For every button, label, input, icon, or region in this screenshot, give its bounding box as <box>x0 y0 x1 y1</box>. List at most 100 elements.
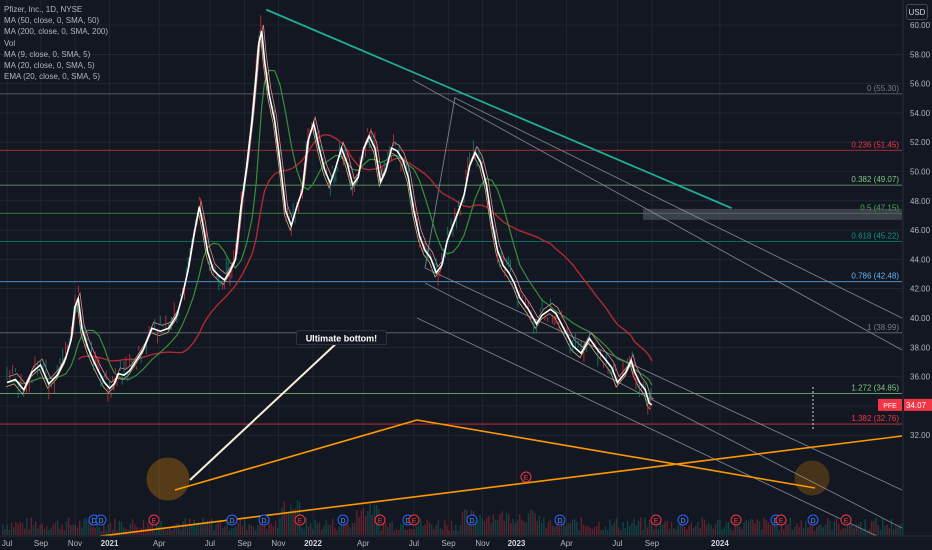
volume-bar <box>279 518 281 535</box>
volume-bar <box>72 524 74 535</box>
volume-bar <box>373 505 376 535</box>
symbol-title[interactable]: Pfizer, Inc., 1D, NYSE <box>4 5 83 14</box>
event-marker-earnings[interactable] <box>294 514 306 526</box>
volume-bar <box>138 530 140 535</box>
volume-bar <box>63 530 65 535</box>
volume-bar <box>314 519 316 535</box>
volume-bar <box>184 518 186 535</box>
volume-bar <box>574 519 576 535</box>
volume-bar <box>400 524 402 535</box>
volume-bar <box>186 524 189 535</box>
event-marker-letter: D <box>810 518 815 525</box>
volume-bar <box>692 527 695 535</box>
volume-bar <box>688 525 690 535</box>
event-marker-earnings[interactable] <box>650 514 662 526</box>
event-marker-earnings[interactable] <box>730 514 742 526</box>
volume-bar <box>285 511 288 535</box>
event-marker-dividend[interactable] <box>258 514 270 526</box>
volume-bar <box>96 521 98 535</box>
volume-bar <box>675 529 677 535</box>
event-marker-dividend[interactable] <box>337 514 349 526</box>
indicator-1[interactable]: MA (200, close, 0, SMA, 200) <box>4 27 109 37</box>
event-marker-earnings[interactable] <box>840 514 852 526</box>
volume-bar <box>351 523 354 535</box>
volume-bar <box>868 529 871 535</box>
volume-bar <box>270 523 272 535</box>
price-tick-label: 52.00 <box>910 138 931 147</box>
price-tick-label: 46.00 <box>910 226 931 235</box>
indicator-0[interactable]: MA (50, close, 0, SMA, 50) <box>4 16 100 26</box>
time-tick-label: Jul <box>2 539 12 548</box>
indicator-3[interactable]: MA (9, close, 0, SMA, 5) <box>4 49 91 59</box>
volume-bar <box>600 530 602 535</box>
volume-bar <box>57 520 59 535</box>
fib-level-label: 0.786 (42.48) <box>851 272 899 281</box>
volume-bar <box>428 522 431 535</box>
event-marker-earnings[interactable] <box>374 514 386 526</box>
volume-bar <box>849 517 851 535</box>
volume-bar <box>272 526 274 535</box>
volume-bar <box>653 529 655 535</box>
volume-bar <box>65 521 68 535</box>
volume-bar <box>318 522 321 535</box>
volume-bar <box>303 529 305 535</box>
event-marker-dividend[interactable] <box>466 514 478 526</box>
fib-level-label: 0 (55.30) <box>867 84 899 93</box>
time-tick-label: Sep <box>34 539 49 548</box>
event-marker-earnings[interactable] <box>148 514 160 526</box>
volume-bar <box>219 521 222 535</box>
volume-bar <box>893 529 895 535</box>
volume-bar <box>750 519 752 535</box>
volume-bar <box>789 517 791 535</box>
price-line <box>6 30 653 406</box>
volume-bar <box>274 520 277 535</box>
indicator-5[interactable]: EMA (20, close, 0, SMA, 5) <box>4 72 101 82</box>
event-marker-dividend[interactable] <box>554 514 566 526</box>
volume-bar <box>739 526 741 535</box>
event-marker-letter: D <box>98 518 103 525</box>
volume-bar <box>699 527 701 535</box>
currency-button[interactable]: USD <box>906 4 928 20</box>
event-marker-earnings[interactable] <box>775 514 787 526</box>
volume-bar <box>54 522 57 535</box>
time-axis: Jul Sep Nov 2021 Apr Jul Sep Nov 2022 Apr Jul Sep No… <box>0 535 932 550</box>
volume-bar <box>510 522 512 535</box>
volume-bar <box>569 523 571 535</box>
volume-bar <box>74 524 76 535</box>
indicator-2[interactable]: Vol <box>4 38 16 48</box>
volume-bar <box>167 529 169 535</box>
event-marker-dividend[interactable] <box>226 514 238 526</box>
volume-bar <box>369 503 371 535</box>
volume-bar <box>494 519 497 535</box>
volume-bar <box>754 523 756 535</box>
volume-bar <box>829 521 831 535</box>
volume-bar <box>536 521 538 535</box>
volume-bar <box>679 523 681 535</box>
volume-bar <box>466 509 468 535</box>
volume-bar <box>578 530 580 535</box>
volume-bar <box>422 525 424 535</box>
volume-bar <box>886 524 888 535</box>
indicator-4[interactable]: MA (20, close, 0, SMA, 5) <box>4 61 95 71</box>
volume-bar <box>490 522 492 535</box>
volume-bar <box>778 530 780 535</box>
volume-bar <box>327 524 329 535</box>
event-marker-dividend[interactable] <box>95 514 107 526</box>
event-marker-dividend[interactable] <box>807 514 819 526</box>
last-price-tag-bg <box>904 398 932 411</box>
volume-bar <box>459 524 461 535</box>
volume-bar <box>356 510 358 535</box>
volume-bar <box>486 517 488 535</box>
event-marker-dividend[interactable] <box>677 514 689 526</box>
volume-bar <box>446 525 448 535</box>
event-marker-earnings[interactable] <box>408 514 420 526</box>
volume-bar <box>261 525 263 535</box>
volume-bar <box>169 528 171 535</box>
event-marker-letter: E <box>734 518 739 525</box>
event-marker-earnings[interactable] <box>520 471 532 483</box>
price-axis: 60.00 58.00 56.00 54.00 52.00 50.00 48.00 46.00… <box>878 0 932 550</box>
event-markers: DDEDDEDEDEDEDEDEDEDE <box>88 471 852 526</box>
volume-bar <box>633 518 635 535</box>
